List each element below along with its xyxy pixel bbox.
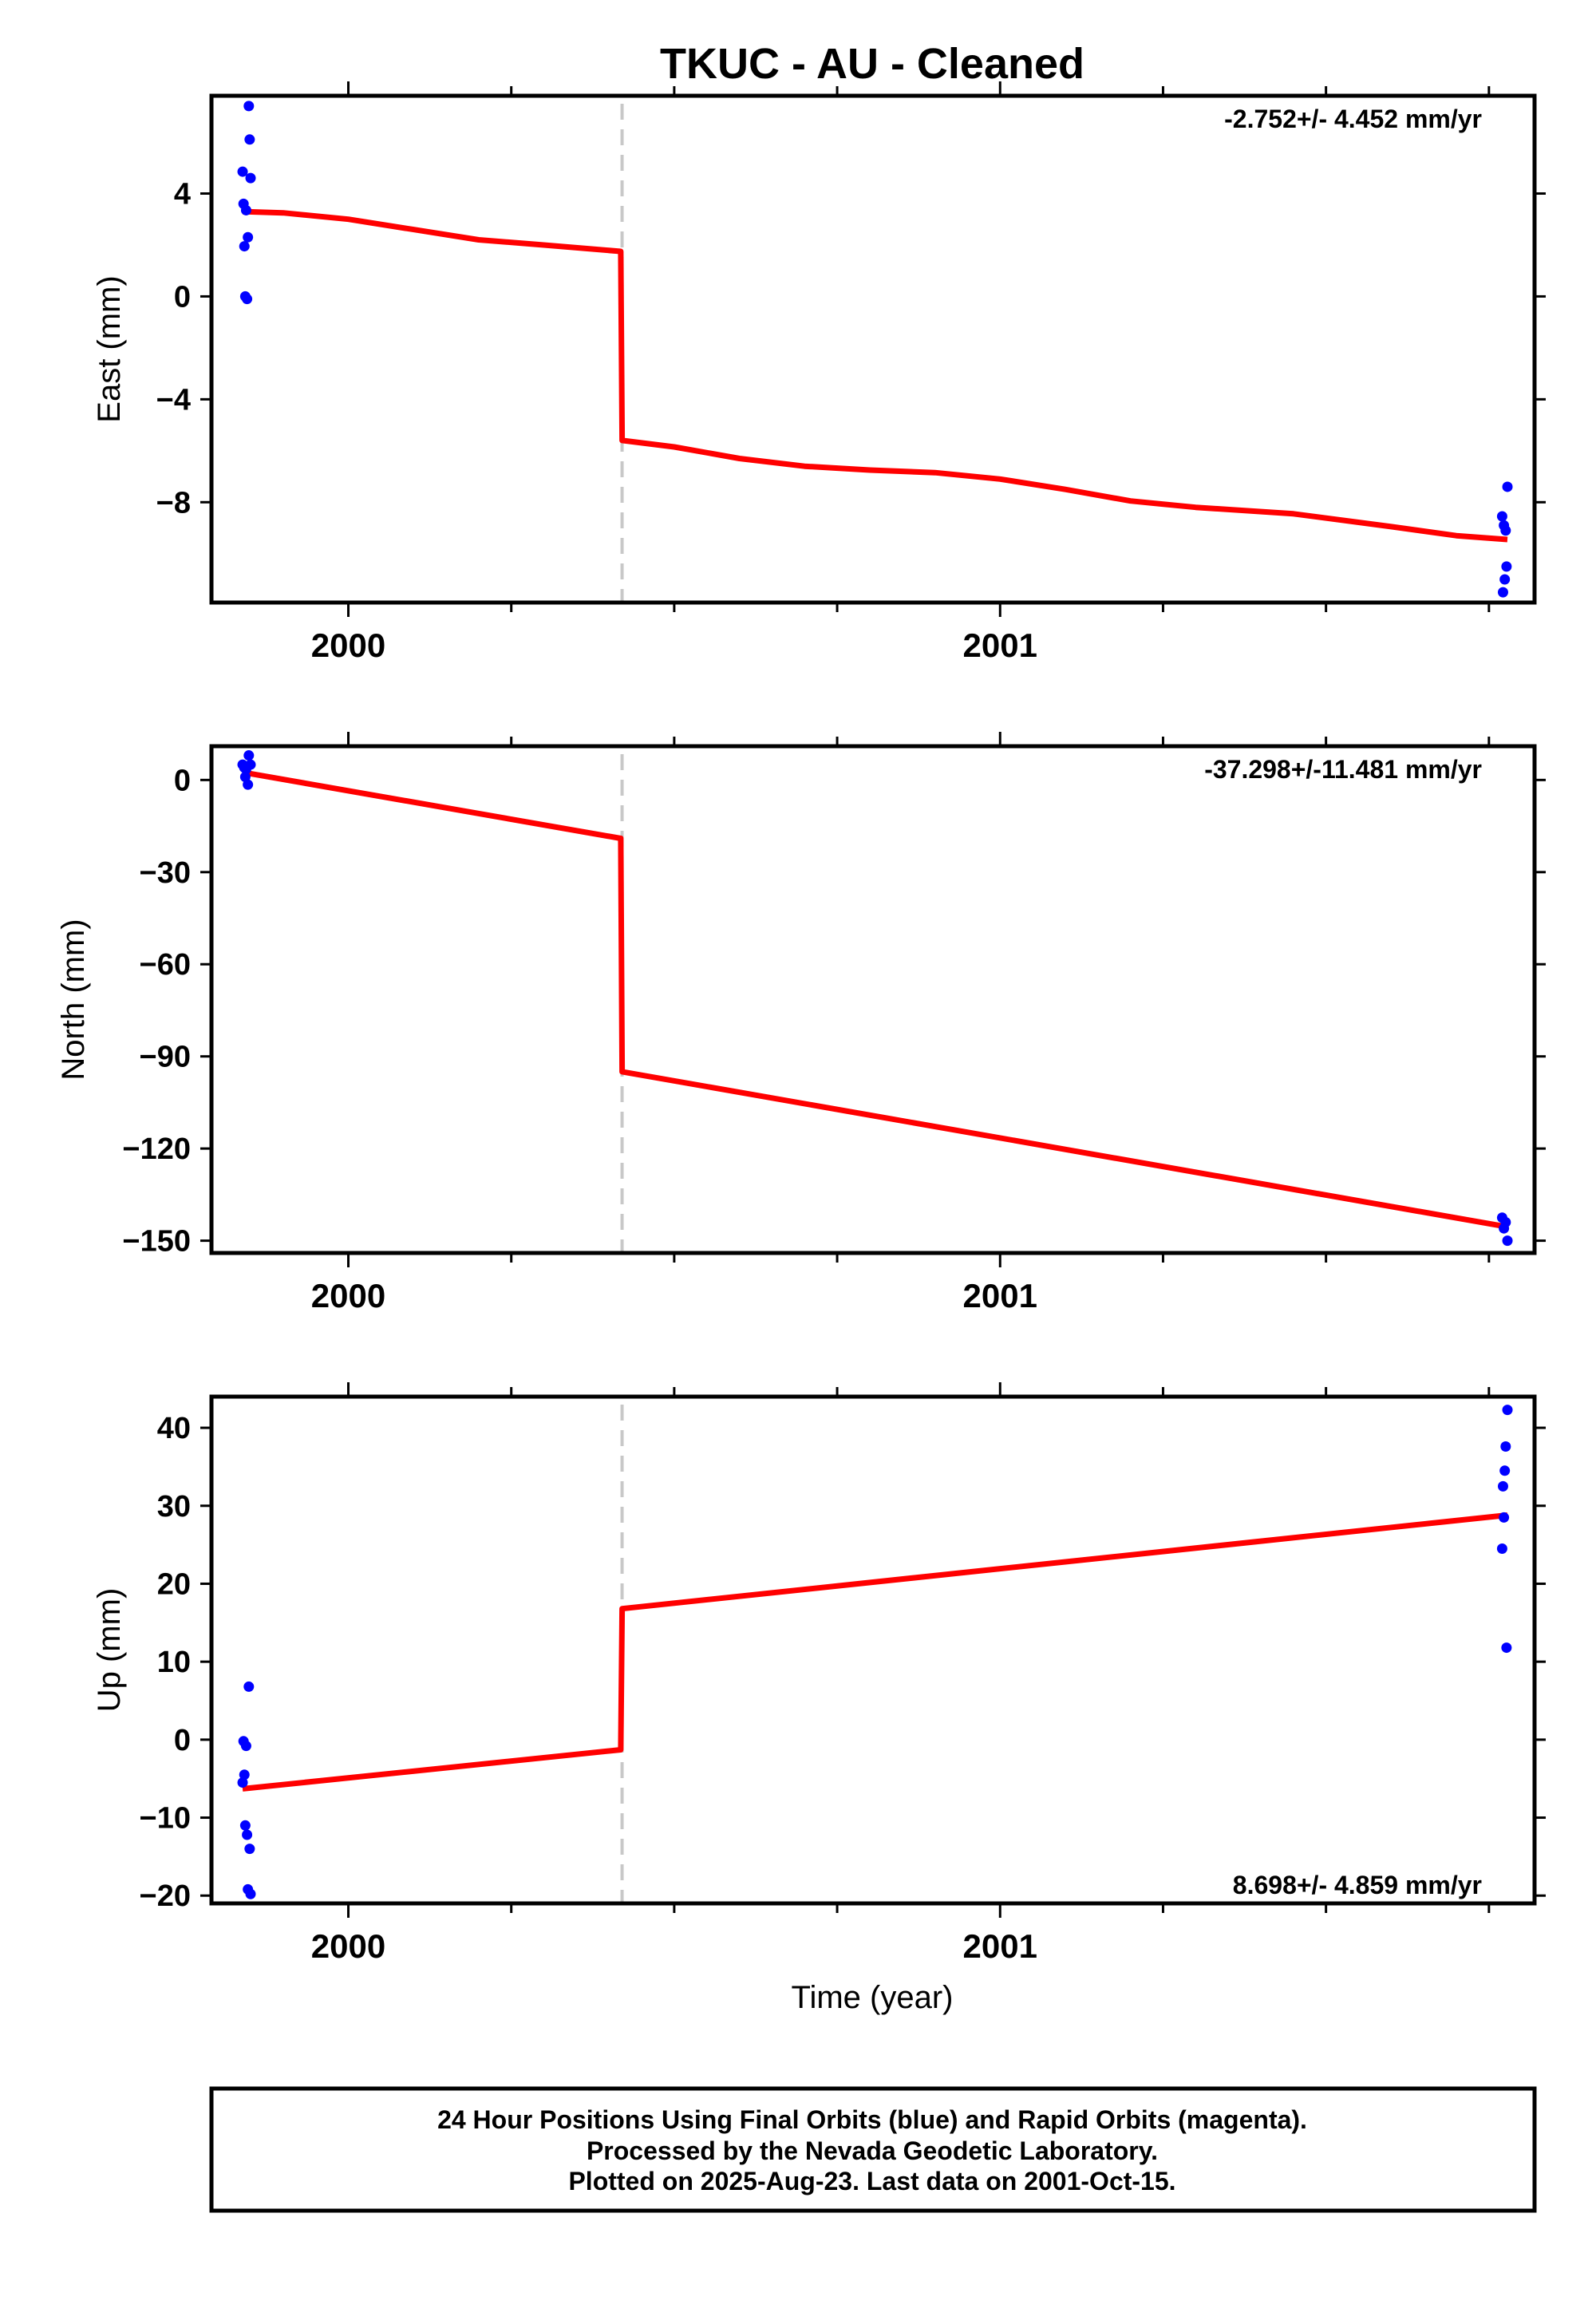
east-ytick-label: 0	[174, 280, 191, 314]
footer-box: 24 Hour Positions Using Final Orbits (bl…	[209, 2086, 1537, 2213]
up-ytick-label: 30	[157, 1490, 191, 1524]
up-data-point	[239, 1769, 250, 1780]
east-ytick-label: −4	[156, 383, 191, 417]
north-model-line	[242, 769, 1508, 1230]
up-data-point	[240, 1741, 251, 1752]
north-data-point	[1502, 1235, 1513, 1247]
east-data-point	[237, 166, 248, 177]
north-ytick-label: −150	[122, 1225, 191, 1259]
east-data-point	[1496, 511, 1507, 522]
up-data-point	[237, 1777, 248, 1788]
up-data-point	[1500, 1441, 1511, 1452]
east-data-point	[1497, 587, 1508, 598]
up-panel: 40 30 20 10 0 −10 −20 2000 2001 Up (mm) 8.698+/- 4…	[92, 1382, 1546, 1965]
up-data-point	[1497, 1480, 1508, 1492]
up-data-point	[239, 1820, 251, 1831]
up-data-point	[1502, 1405, 1513, 1416]
east-data-point	[245, 172, 256, 184]
up-ytick-label: −20	[140, 1879, 191, 1913]
north-y-axis-label: North (mm)	[56, 919, 91, 1080]
east-xtick-label: 2000	[311, 626, 385, 664]
north-ytick-label: 0	[174, 764, 191, 797]
footer-line-3: Plotted on 2025-Aug-23. Last data on 200…	[568, 2167, 1175, 2195]
up-data-point	[1499, 1465, 1511, 1476]
footer-line-2: Processed by the Nevada Geodetic Laborat…	[587, 2136, 1158, 2165]
north-data-point	[243, 750, 255, 761]
north-data-point	[243, 779, 254, 790]
up-frame	[209, 1394, 1537, 1906]
east-data-point	[243, 101, 255, 112]
up-velocity-text: 8.698+/- 4.859 mm/yr	[1233, 1871, 1482, 1899]
north-velocity-text: -37.298+/-11.481 mm/yr	[1204, 755, 1482, 784]
up-data-point	[1496, 1543, 1507, 1554]
east-data-point	[240, 204, 251, 215]
footer-line-1: 24 Hour Positions Using Final Orbits (bl…	[437, 2105, 1307, 2134]
up-data-point	[244, 1844, 255, 1855]
up-ytick-label: 10	[157, 1646, 191, 1679]
up-ytick-label: 0	[174, 1724, 191, 1757]
x-axis-label: Time (year)	[792, 1980, 954, 2015]
up-data-point	[245, 1888, 256, 1899]
east-data-point	[1501, 561, 1512, 572]
north-xtick-label: 2001	[963, 1277, 1037, 1314]
east-data-point	[243, 231, 254, 243]
up-data-point	[242, 1829, 253, 1840]
figure-title: TKUC - AU - Cleaned	[660, 40, 1084, 88]
footer-frame	[209, 2086, 1537, 2213]
east-data-point	[1502, 481, 1513, 492]
east-frame	[209, 93, 1537, 605]
up-data-point	[1499, 1512, 1510, 1523]
up-data-point	[243, 1681, 255, 1692]
east-data-point	[239, 241, 250, 252]
east-y-axis-label: East (mm)	[92, 275, 127, 422]
east-ytick-label: −8	[156, 486, 191, 520]
east-data-point	[244, 134, 255, 145]
north-ytick-label: −120	[122, 1132, 191, 1166]
up-xtick-label: 2001	[963, 1927, 1037, 1965]
east-data-point	[1500, 525, 1511, 536]
up-y-axis-label: Up (mm)	[92, 1588, 127, 1713]
north-ytick-label: −30	[140, 856, 191, 890]
up-ytick-label: 20	[157, 1567, 191, 1601]
east-ytick-label: 4	[174, 177, 191, 211]
north-panel: 0 −30 −60 −90 −120 −150 2000 2001 North (mm) -37.…	[56, 732, 1546, 1314]
east-panel: 4 0 −4 −8 2000 2001 East (mm) -2.752+/- 4.452 m…	[92, 81, 1546, 664]
east-xtick-label: 2001	[963, 626, 1037, 664]
up-xtick-label: 2000	[311, 1927, 385, 1965]
north-data-point	[1500, 1217, 1511, 1228]
north-ytick-label: −60	[140, 948, 191, 982]
east-data-point	[1499, 574, 1511, 585]
north-frame	[209, 744, 1537, 1255]
up-model-line	[242, 1512, 1508, 1792]
east-model-line	[242, 208, 1508, 543]
east-velocity-text: -2.752+/- 4.452 mm/yr	[1224, 105, 1482, 133]
up-data-point	[1501, 1642, 1512, 1654]
north-data-point	[245, 759, 256, 770]
up-ytick-label: 40	[157, 1412, 191, 1445]
north-ytick-label: −90	[140, 1041, 191, 1074]
east-data-point	[242, 294, 253, 305]
up-ytick-label: −10	[140, 1802, 191, 1836]
north-xtick-label: 2000	[311, 1277, 385, 1314]
